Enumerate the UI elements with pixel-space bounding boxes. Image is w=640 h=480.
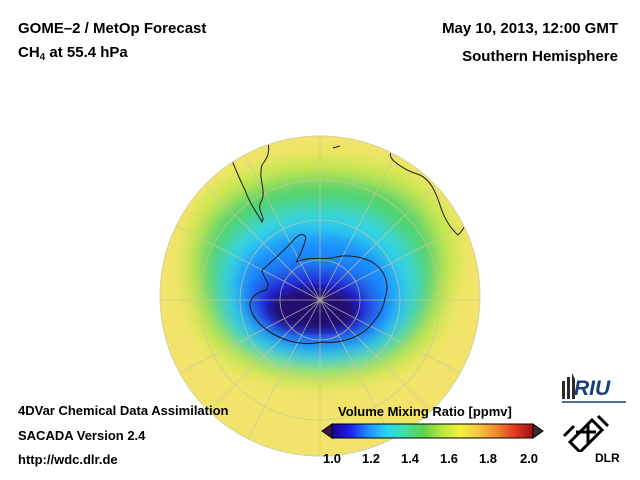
species-level-title: CH4 at 55.4 hPa <box>18 44 128 63</box>
colorbar <box>321 423 544 439</box>
footer-url: http://wdc.dlr.de <box>18 452 118 467</box>
product-title: GOME–2 / MetOp Forecast <box>18 20 207 37</box>
footer-method: 4DVar Chemical Data Assimilation <box>18 403 229 418</box>
region-label: Southern Hemisphere <box>462 48 618 65</box>
coastline-south-georgia <box>332 145 341 149</box>
colorbar-tick-label: 1.2 <box>361 451 381 466</box>
colorbar-tick-label: 1.4 <box>400 451 420 466</box>
pressure-level: at 55.4 hPa <box>45 44 128 61</box>
footer-version: SACADA Version 2.4 <box>18 428 146 443</box>
graticule <box>160 136 480 456</box>
colorbar-gradient <box>331 423 534 439</box>
colorbar-tick-label: 2.0 <box>519 451 539 466</box>
field-vortex-center <box>269 288 358 331</box>
riu-logo: RIU <box>562 373 626 403</box>
colorbar-max-arrow <box>532 423 544 439</box>
globe-outline <box>159 135 481 457</box>
dlr-logo <box>562 414 610 452</box>
colorbar-tick-label: 1.8 <box>478 451 498 466</box>
colorbar-tick-label: 1.6 <box>439 451 459 466</box>
coastline-antarctica <box>249 255 388 345</box>
colorbar-title: Volume Mixing Ratio [ppmv] <box>338 404 512 419</box>
colorbar-tick-label: 1.0 <box>322 451 342 466</box>
riu-logo-text: RIU <box>574 377 611 400</box>
forecast-datetime: May 10, 2013, 12:00 GMT <box>442 20 618 37</box>
colorbar-min-arrow <box>321 423 333 439</box>
species-subscript: 4 <box>39 52 46 63</box>
dlr-logo-text: DLR <box>595 451 620 465</box>
coastline-antarctic-peninsula <box>261 234 307 271</box>
species-formula: CH <box>18 44 40 61</box>
